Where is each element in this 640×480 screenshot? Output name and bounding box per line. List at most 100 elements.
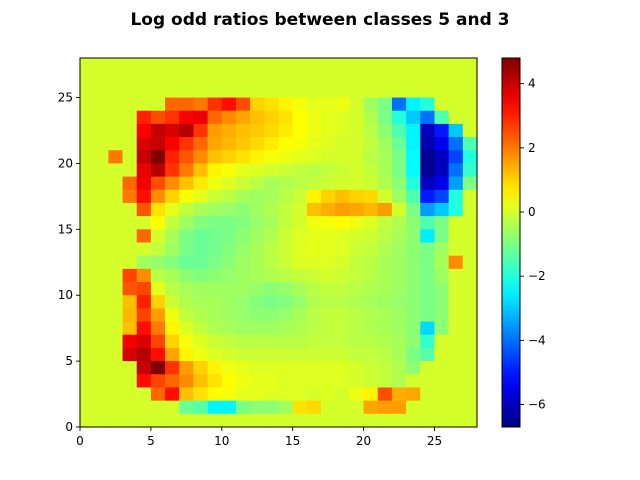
heatmap-cell — [349, 400, 365, 415]
heatmap-cell — [108, 361, 124, 375]
heatmap-cell — [122, 347, 138, 362]
heatmap-cell — [420, 71, 436, 85]
heatmap-cell — [363, 308, 379, 323]
colorbar-tick-label: 0 — [528, 205, 536, 219]
heatmap-cell — [448, 400, 464, 415]
colorbar-tick-label: −6 — [528, 398, 546, 412]
heatmap-cell — [434, 334, 450, 349]
heatmap-cell — [136, 84, 152, 99]
heatmap-cell — [306, 150, 322, 165]
heatmap-cell — [108, 110, 124, 125]
heatmap-cell — [108, 255, 124, 270]
heatmap-cell — [94, 268, 109, 283]
heatmap-cell — [391, 229, 407, 244]
heatmap-cell — [136, 255, 152, 270]
heatmap-cell — [306, 229, 322, 244]
heatmap-cell — [349, 374, 365, 389]
heatmap-cell — [391, 255, 407, 270]
heatmap-cell — [321, 150, 336, 165]
heatmap-cell — [136, 150, 152, 165]
heatmap-cell — [321, 137, 336, 151]
heatmap-cell — [377, 321, 393, 336]
heatmap-cell — [94, 400, 109, 415]
heatmap-cell — [321, 176, 336, 191]
heatmap-cell — [448, 97, 464, 112]
heatmap-cell — [136, 176, 152, 191]
heatmap-cell — [250, 110, 265, 125]
heatmap-cell — [349, 229, 365, 244]
heatmap-cell — [94, 137, 109, 151]
heatmap-cell — [420, 282, 436, 296]
heatmap-cell — [335, 374, 350, 389]
heatmap-cell — [292, 400, 308, 415]
heatmap-cell — [391, 413, 407, 428]
heatmap-cell — [335, 282, 350, 296]
colorbar-frame — [501, 57, 521, 428]
heatmap-cell — [462, 97, 478, 112]
heatmap-cell — [165, 229, 180, 244]
heatmap-cell — [207, 202, 223, 217]
heatmap-cell — [179, 374, 195, 389]
heatmap-cell — [122, 202, 138, 217]
heatmap-cell — [80, 202, 95, 217]
heatmap-cell — [193, 321, 209, 336]
heatmap-cell — [434, 123, 450, 138]
heatmap-cell — [235, 321, 251, 336]
heatmap-cell — [391, 176, 407, 191]
heatmap-cell — [193, 282, 209, 296]
heatmap-cell — [335, 58, 350, 72]
heatmap-cell — [94, 229, 109, 244]
heatmap-cell — [292, 387, 308, 402]
heatmap-cell — [179, 71, 195, 85]
heatmap-cell — [406, 400, 421, 415]
heatmap-cell — [306, 110, 322, 125]
heatmap-cell — [391, 268, 407, 283]
heatmap-cell — [165, 242, 180, 257]
heatmap-cell — [264, 216, 280, 230]
heatmap-cell — [349, 84, 365, 99]
heatmap-cell — [321, 347, 336, 362]
heatmap-cell — [292, 97, 308, 112]
heatmap-cell — [363, 110, 379, 125]
heatmap-cell — [207, 387, 223, 402]
heatmap-cell — [165, 308, 180, 323]
heatmap-cell — [434, 163, 450, 178]
heatmap-cell — [235, 400, 251, 415]
heatmap-cell — [108, 268, 124, 283]
heatmap-cell — [406, 163, 421, 178]
heatmap-cell — [264, 123, 280, 138]
heatmap-cell — [363, 229, 379, 244]
heatmap-cell — [136, 268, 152, 283]
heatmap-cell — [136, 58, 152, 72]
heatmap-cell — [221, 216, 237, 230]
y-axis: 0 5 10 15 20 25 — [58, 91, 80, 434]
heatmap-cell — [250, 400, 265, 415]
heatmap-cell — [207, 229, 223, 244]
heatmap-cell — [349, 413, 365, 428]
heatmap-cell — [462, 84, 478, 99]
heatmap-cell — [335, 242, 350, 257]
heatmap-cell — [462, 176, 478, 191]
heatmap-cell — [306, 216, 322, 230]
heatmap-cell — [94, 334, 109, 349]
heatmap-cell — [278, 110, 294, 125]
heatmap-cell — [108, 176, 124, 191]
heatmap-grid — [80, 58, 478, 428]
heatmap-cell — [250, 137, 265, 151]
heatmap-cell — [349, 176, 365, 191]
heatmap-cell — [221, 374, 237, 389]
heatmap-cell — [377, 268, 393, 283]
heatmap-cell — [94, 97, 109, 112]
heatmap-cell — [420, 176, 436, 191]
heatmap-cell — [391, 202, 407, 217]
heatmap-cell — [349, 97, 365, 112]
heatmap-cell — [108, 71, 124, 85]
heatmap-cell — [321, 321, 336, 336]
heatmap-cell — [420, 110, 436, 125]
heatmap-cell — [363, 374, 379, 389]
heatmap-cell — [235, 374, 251, 389]
heatmap-cell — [108, 84, 124, 99]
heatmap-cell — [179, 229, 195, 244]
heatmap-cell — [420, 137, 436, 151]
heatmap-cell — [434, 308, 450, 323]
